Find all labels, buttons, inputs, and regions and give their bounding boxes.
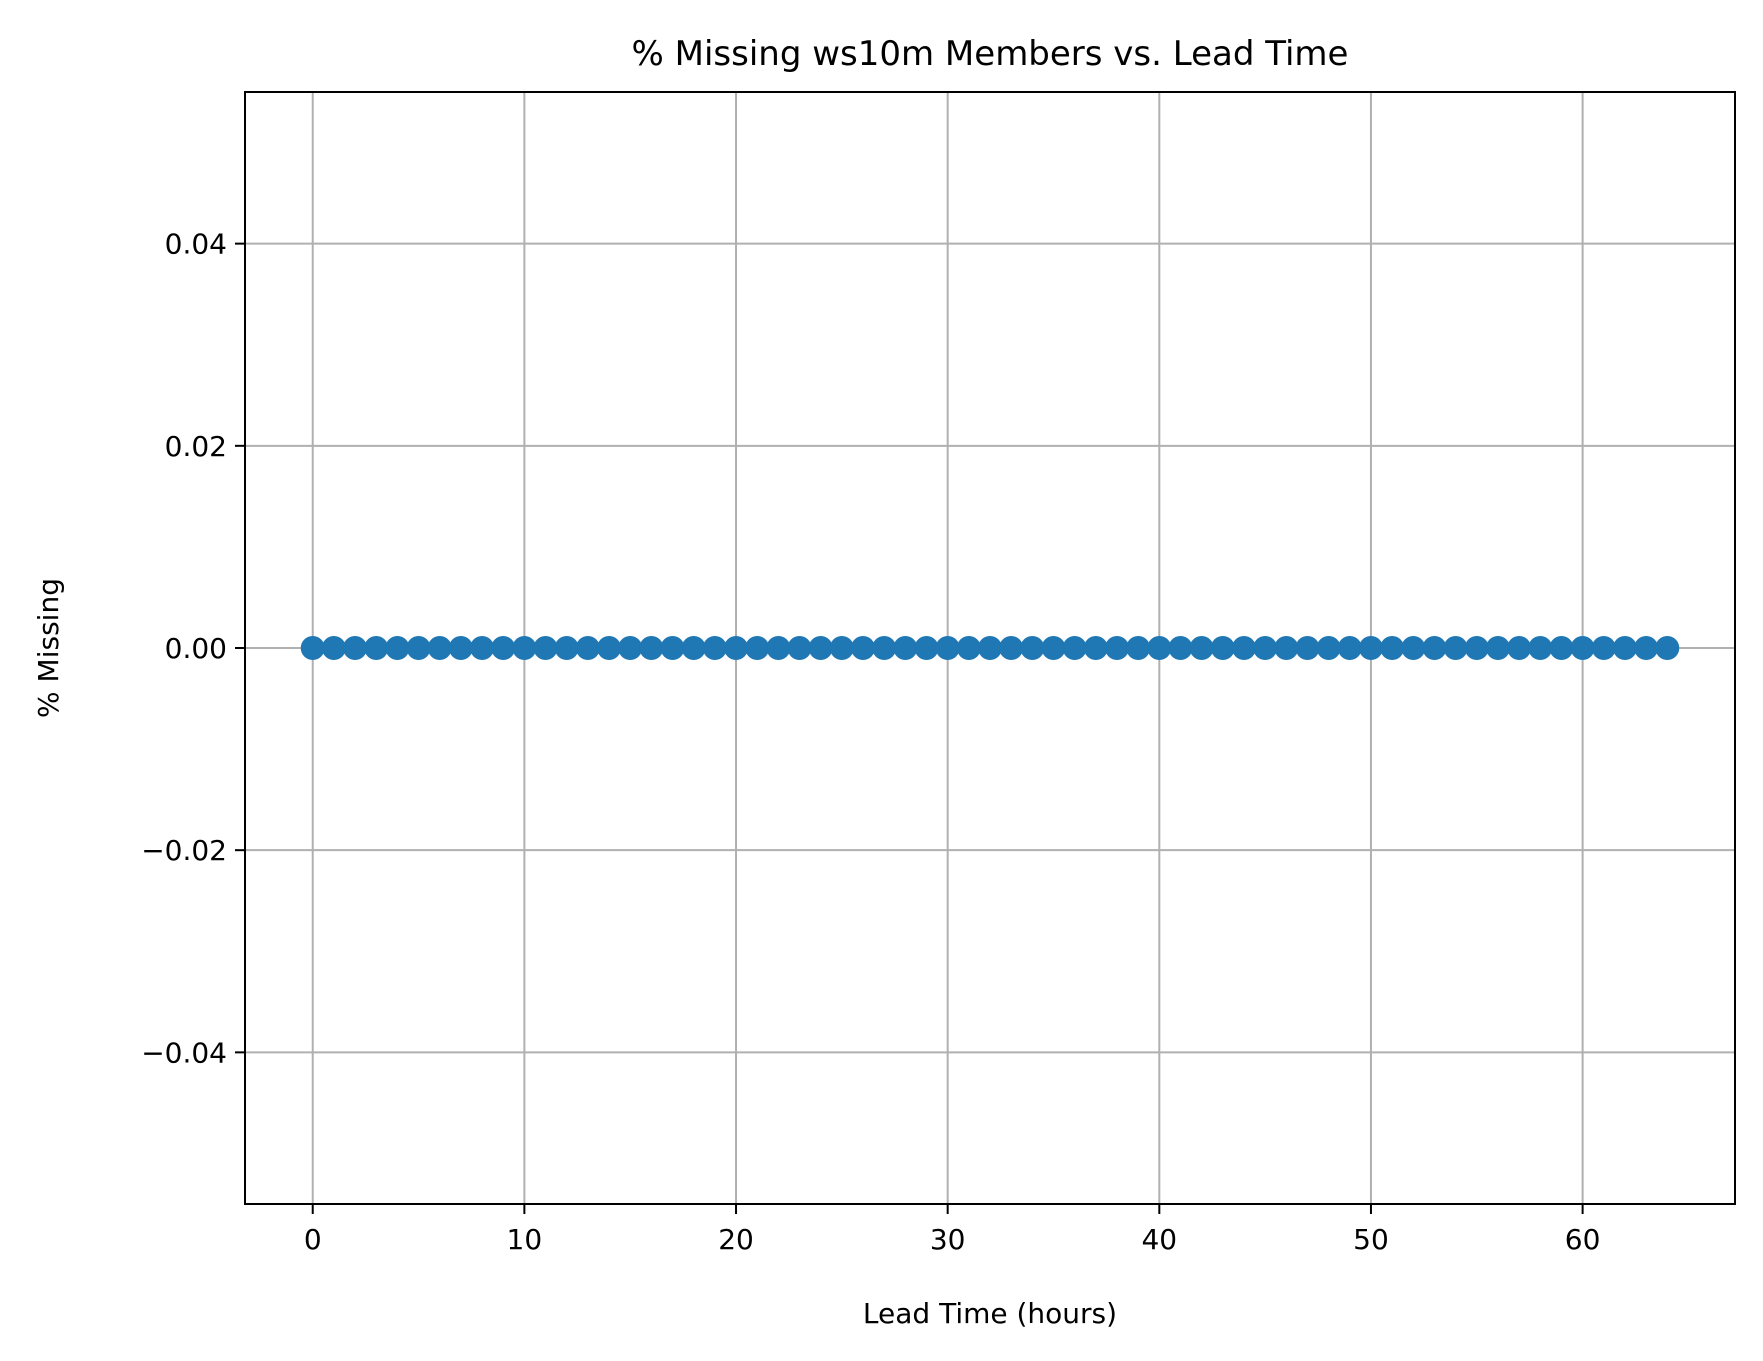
data-point — [1147, 636, 1172, 660]
data-point — [597, 636, 622, 660]
data-point — [533, 636, 558, 660]
data-point — [321, 636, 346, 660]
data-point — [1020, 636, 1045, 660]
data-point — [872, 636, 897, 660]
data-point — [787, 636, 812, 660]
data-point — [470, 636, 495, 660]
y-tick-label: −0.02 — [141, 834, 227, 867]
x-tick-label: 0 — [304, 1223, 322, 1256]
data-point — [1358, 636, 1383, 660]
data-point — [724, 636, 749, 660]
chart-title: % Missing ws10m Members vs. Lead Time — [632, 34, 1349, 74]
data-point — [364, 636, 389, 660]
data-point — [1401, 636, 1426, 660]
data-point — [999, 636, 1024, 660]
x-axis-label: Lead Time (hours) — [863, 1297, 1117, 1330]
data-point — [1295, 636, 1320, 660]
data-point — [935, 636, 960, 660]
data-point — [1634, 636, 1659, 660]
data-point — [1210, 636, 1235, 660]
data-point — [1104, 636, 1129, 660]
data-point — [491, 636, 516, 660]
data-point — [1570, 636, 1595, 660]
y-axis-ticks: −0.04 −0.02 0.00 0.02 0.04 — [141, 228, 245, 1069]
data-point — [978, 636, 1002, 660]
data-point — [1422, 636, 1447, 660]
data-point — [575, 636, 600, 660]
data-point — [343, 636, 368, 660]
data-point — [702, 636, 727, 660]
data-point — [448, 636, 473, 660]
x-tick-label: 40 — [1141, 1223, 1177, 1256]
y-axis-label: % Missing — [32, 578, 65, 718]
data-point — [1126, 636, 1151, 660]
data-point — [1380, 636, 1405, 660]
data-point — [660, 636, 685, 660]
data-point — [385, 636, 410, 660]
data-point — [1083, 636, 1108, 660]
y-tick-label: 0.04 — [165, 228, 227, 261]
y-tick-label: 0.02 — [165, 430, 227, 463]
x-tick-label: 50 — [1353, 1223, 1389, 1256]
data-point — [1485, 636, 1510, 660]
data-point — [300, 636, 325, 660]
data-point — [1655, 636, 1680, 660]
data-point — [766, 636, 791, 660]
x-tick-label: 30 — [930, 1223, 966, 1256]
y-tick-label: −0.04 — [141, 1036, 227, 1069]
data-point — [1464, 636, 1489, 660]
data-point — [1231, 636, 1256, 660]
data-point — [1062, 636, 1087, 660]
data-point — [1528, 636, 1553, 660]
data-point — [1549, 636, 1574, 660]
data-point — [1443, 636, 1468, 660]
data-point — [406, 636, 431, 660]
data-series — [300, 636, 1680, 660]
data-point — [808, 636, 833, 660]
data-point — [1591, 636, 1616, 660]
data-point — [681, 636, 706, 660]
data-point — [1168, 636, 1193, 660]
data-point — [956, 636, 981, 660]
data-point — [427, 636, 452, 660]
data-point — [1041, 636, 1066, 660]
x-tick-label: 10 — [507, 1223, 543, 1256]
x-axis-ticks: 0 10 20 30 40 50 60 — [304, 1204, 1601, 1256]
x-tick-label: 20 — [718, 1223, 754, 1256]
data-point — [639, 636, 664, 660]
data-point — [1189, 636, 1214, 660]
data-point — [1316, 636, 1341, 660]
data-point — [1612, 636, 1637, 660]
data-point — [829, 636, 854, 660]
y-tick-label: 0.00 — [165, 632, 227, 665]
data-point — [1337, 636, 1362, 660]
data-point — [1274, 636, 1299, 660]
data-point — [512, 636, 537, 660]
x-tick-label: 60 — [1565, 1223, 1601, 1256]
data-point — [1507, 636, 1532, 660]
data-point — [851, 636, 876, 660]
data-point — [554, 636, 579, 660]
data-point — [745, 636, 770, 660]
data-point — [914, 636, 939, 660]
data-point — [893, 636, 918, 660]
data-point — [1253, 636, 1278, 660]
data-point — [618, 636, 643, 660]
